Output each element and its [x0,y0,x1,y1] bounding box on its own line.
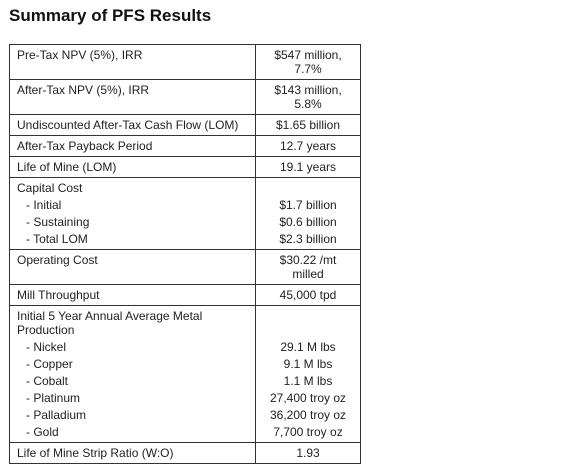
sub-value: 7,700 troy oz [255,423,361,443]
sub-row: - Palladium 36,200 troy oz [9,406,361,424]
value: $143 million, 5.8% [255,79,361,115]
sub-label: - Initial [9,196,256,214]
label: Operating Cost [9,249,256,285]
label: Pre-Tax NPV (5%), IRR [9,44,256,80]
label: After-Tax NPV (5%), IRR [9,79,256,115]
value: $30.22 /mt milled [255,249,361,285]
row: Life of Mine Strip Ratio (W:O) 1.93 [9,442,361,464]
sub-label: - Copper [9,355,256,373]
row: Life of Mine (LOM) 19.1 years [9,156,361,178]
label: After-Tax Payback Period [9,135,256,157]
label: Initial 5 Year Annual Average Metal Prod… [9,305,256,339]
sub-label: - Sustaining [9,213,256,231]
sub-row: - Total LOM $2.3 billion [9,230,361,250]
sub-row: - Platinum 27,400 troy oz [9,389,361,407]
sub-value: $1.7 billion [255,196,361,214]
sub-label: - Nickel [9,338,256,356]
label: Capital Cost [9,177,256,197]
sub-label: - Palladium [9,406,256,424]
label: Life of Mine (LOM) [9,156,256,178]
row: Mill Throughput 45,000 tpd [9,284,361,306]
sub-value: $0.6 billion [255,213,361,231]
sub-value: 1.1 M lbs [255,372,361,390]
sub-row: - Sustaining $0.6 billion [9,213,361,231]
sub-label: - Platinum [9,389,256,407]
sub-row: - Nickel 29.1 M lbs [9,338,361,356]
sub-row: - Initial $1.7 billion [9,196,361,214]
sub-label: - Gold [9,423,256,443]
value [255,305,361,339]
value: $1.65 billion [255,114,361,136]
sub-label: - Total LOM [9,230,256,250]
row: Pre-Tax NPV (5%), IRR $547 million, 7.7% [9,44,361,80]
label: Undiscounted After-Tax Cash Flow (LOM) [9,114,256,136]
sub-label: - Cobalt [9,372,256,390]
title: Summary of PFS Results [9,6,212,25]
sub-row: - Copper 9.1 M lbs [9,355,361,373]
group-header: Capital Cost [9,177,361,197]
sub-value: 29.1 M lbs [255,338,361,356]
results-table: Pre-Tax NPV (5%), IRR $547 million, 7.7% A… [9,44,361,464]
value [255,177,361,197]
sub-row: - Gold 7,700 troy oz [9,423,361,443]
sub-row: - Cobalt 1.1 M lbs [9,372,361,390]
row: After-Tax Payback Period 12.7 years [9,135,361,157]
value: 12.7 years [255,135,361,157]
sub-value: 9.1 M lbs [255,355,361,373]
row: Operating Cost $30.22 /mt milled [9,249,361,285]
value: 1.93 [255,442,361,464]
page: Summary of PFS Results Pre-Tax NPV (5%),… [9,6,361,464]
row: After-Tax NPV (5%), IRR $143 million, 5.8… [9,79,361,115]
value: 19.1 years [255,156,361,178]
label: Life of Mine Strip Ratio (W:O) [9,442,256,464]
sub-value: 36,200 troy oz [255,406,361,424]
sub-value: $2.3 billion [255,230,361,250]
row: Undiscounted After-Tax Cash Flow (LOM) $1… [9,114,361,136]
value: 45,000 tpd [255,284,361,306]
sub-value: 27,400 troy oz [255,389,361,407]
label: Mill Throughput [9,284,256,306]
value: $547 million, 7.7% [255,44,361,80]
group-header: Initial 5 Year Annual Average Metal Prod… [9,305,361,339]
